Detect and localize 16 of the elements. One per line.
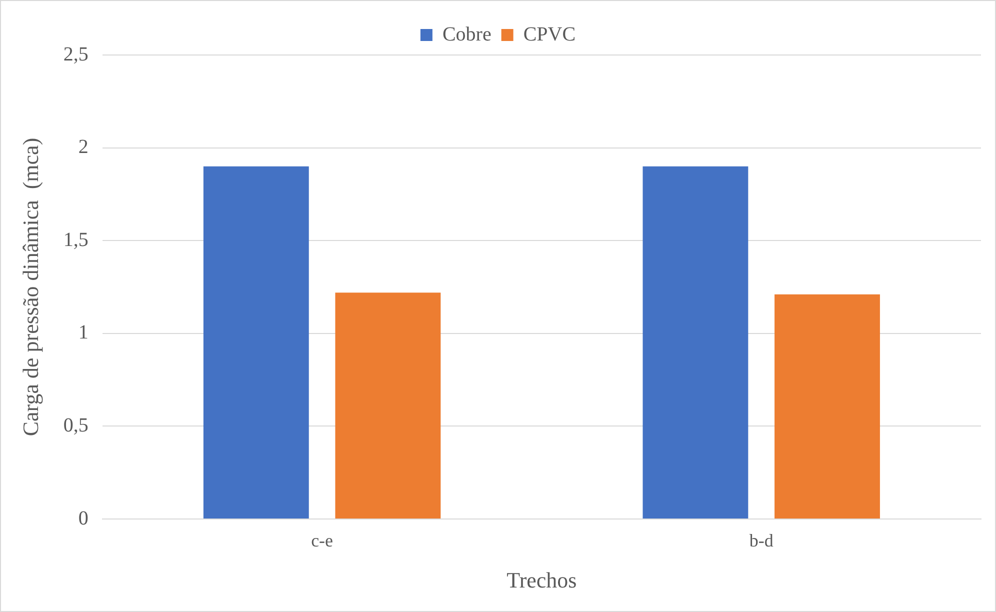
y-tick-label: 1,5 xyxy=(63,228,88,251)
bar xyxy=(774,294,880,518)
bar xyxy=(335,292,441,518)
legend-label: Cobre xyxy=(442,23,492,46)
y-tick-label: 0,5 xyxy=(63,414,88,436)
y-tick-label: 2 xyxy=(78,136,88,158)
y-tick-label: 0 xyxy=(78,507,88,530)
y-tick-label: 2,5 xyxy=(63,43,88,66)
y-tick-label: 1 xyxy=(78,322,88,344)
bar xyxy=(203,166,309,518)
bar xyxy=(642,166,748,518)
x-tick-label: b-d xyxy=(749,530,774,551)
legend-label: CPVC xyxy=(523,23,576,46)
x-tick-label: c-e xyxy=(311,530,334,551)
x-axis-title: Trechos xyxy=(506,568,577,593)
y-axis-title: Carga de pressão dinâmica (mca) xyxy=(18,138,43,436)
